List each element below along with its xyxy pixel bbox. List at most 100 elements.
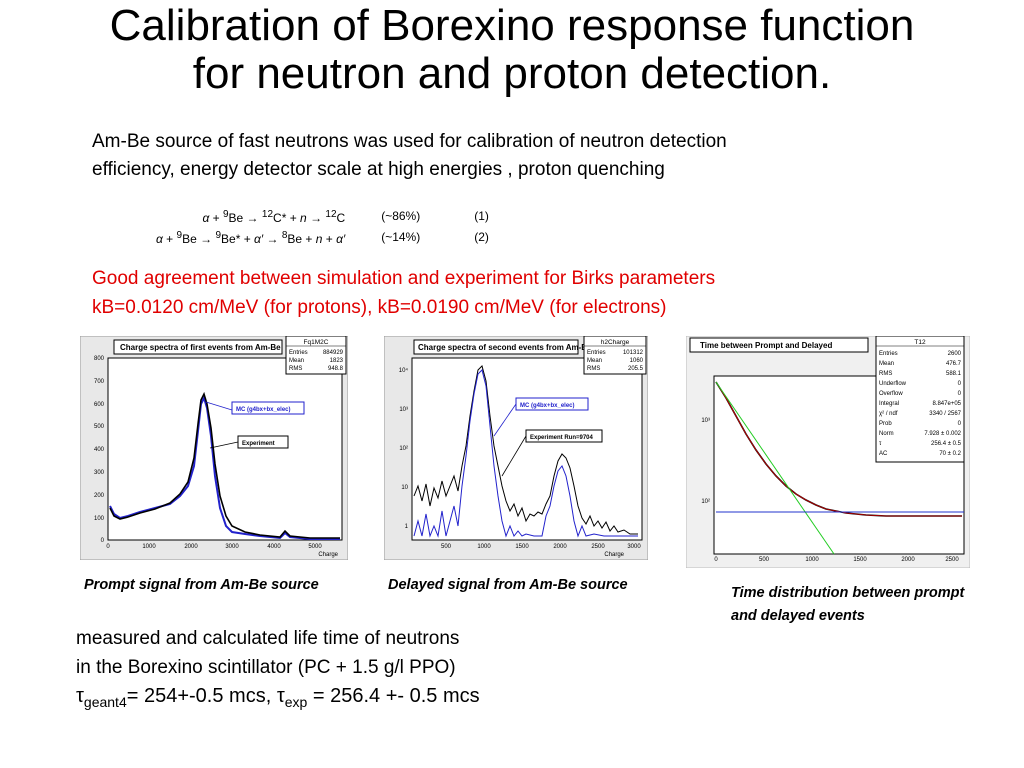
caption-prompt: Prompt signal from Am-Be source xyxy=(84,577,319,593)
x-tick-label: 500 xyxy=(759,557,770,563)
legend-experiment: Experiment xyxy=(237,435,289,449)
legend-mc-label: MC (g4bx+bx_elec) xyxy=(236,407,291,413)
y-axis-ticks: 0 100 200 300 400 500 600 700 800 xyxy=(94,356,105,544)
x-axis-label: Charge xyxy=(604,552,624,558)
x-tick-label: 2000 xyxy=(553,544,567,550)
stats-label: Underflow xyxy=(879,381,907,387)
y-tick-label: 700 xyxy=(94,379,105,385)
tau-exp-subscript: exp xyxy=(284,694,308,710)
plot-area xyxy=(411,357,643,541)
stats-value: 8.847e+05 xyxy=(932,401,961,407)
x-tick-label: 1500 xyxy=(853,557,867,563)
x-tick-label: 0 xyxy=(714,557,718,563)
stats-label: Entries xyxy=(879,351,898,357)
stats-label: Entries xyxy=(289,350,308,356)
stats-label: RMS xyxy=(587,366,600,372)
x-axis-label: Charge xyxy=(318,552,338,558)
reaction-equation-2: α + 9Be → 9Be* + α′ → 8Be + n + α′ xyxy=(156,230,346,246)
lifetime-line-1: measured and calculated life time of neu… xyxy=(76,628,460,649)
y-tick-label: 10³ xyxy=(701,418,710,424)
stats-value: 948.8 xyxy=(328,366,344,372)
plot-title-box xyxy=(113,339,283,355)
stats-label: Mean xyxy=(289,358,304,364)
stats-label: Norm xyxy=(879,431,894,437)
x-tick-label: 1000 xyxy=(142,544,156,550)
y-tick-label: 100 xyxy=(94,516,105,522)
stats-label: Entries xyxy=(587,350,606,356)
agreement-line-2: kB=0.0120 cm/MeV (for protons), kB=0.019… xyxy=(92,297,667,318)
legend-mc-label: MC (g4bx+bx_elec) xyxy=(520,403,575,409)
caption-line-2: and delayed events xyxy=(731,608,865,624)
stats-label: Mean xyxy=(587,358,602,364)
tau-geant4-subscript: geant4 xyxy=(83,694,127,710)
stats-value: 7.928 ± 0.002 xyxy=(924,431,961,437)
plot-title-box xyxy=(413,339,579,355)
stats-label: AC xyxy=(879,451,888,457)
exponential-component xyxy=(715,381,835,555)
stats-label: χ² / ndf xyxy=(879,411,898,417)
x-axis-ticks: 500 1000 1500 2000 2500 3000 xyxy=(441,544,641,550)
y-tick-label: 0 xyxy=(101,538,105,544)
x-tick-label: 3000 xyxy=(225,544,239,550)
x-tick-label: 5000 xyxy=(308,544,322,550)
legend-experiment-label: Experiment xyxy=(242,441,275,447)
plot-title-box xyxy=(689,337,869,353)
x-tick-label: 3000 xyxy=(627,544,641,550)
mc-curve xyxy=(413,369,638,538)
stats-name: T12 xyxy=(914,339,926,346)
stats-value: 0 xyxy=(958,421,962,427)
stats-label: Integral xyxy=(879,401,899,407)
plot-title: Time between Prompt and Delayed xyxy=(700,341,832,350)
caption-line-1: Time distribution between prompt xyxy=(731,585,965,601)
x-tick-label: 1000 xyxy=(477,544,491,550)
x-tick-label: 2000 xyxy=(184,544,198,550)
legend-experiment-label: Experiment Run=9704 xyxy=(530,435,594,441)
agreement-line-1: Good agreement between simulation and ex… xyxy=(92,268,716,289)
x-tick-label: 500 xyxy=(441,544,452,550)
x-tick-label: 4000 xyxy=(267,544,281,550)
stats-value: 0 xyxy=(958,391,962,397)
stats-label: τ xyxy=(879,441,882,447)
legend-mc: MC (g4bx+bx_elec) xyxy=(231,401,305,415)
reaction-number-2: (2) xyxy=(474,230,489,244)
legend-experiment: Experiment Run=9704 xyxy=(525,429,603,443)
y-axis-ticks: 1 10 10² 10³ 10⁴ xyxy=(399,367,409,530)
y-axis-ticks: 10² 10³ xyxy=(701,418,710,505)
tau-symbol: τ xyxy=(276,685,285,707)
intro-line-1: Am-Be source of fast neutrons was used f… xyxy=(92,131,727,152)
reaction-row-1: α + 9Be → 12C* + n → 12C (~86%) (1) xyxy=(150,206,495,227)
x-axis-ticks: 0 500 1000 1500 2000 2500 xyxy=(714,557,959,563)
caption-delayed: Delayed signal from Am-Be source xyxy=(388,577,628,593)
y-tick-label: 500 xyxy=(94,424,105,430)
stats-value: 101312 xyxy=(623,350,644,356)
y-tick-label: 10 xyxy=(401,485,408,491)
reaction-equation-1: α + 9Be → 12C* + n → 12C xyxy=(202,209,346,225)
stats-name: h2Charge xyxy=(601,339,630,346)
y-tick-label: 10³ xyxy=(399,407,408,413)
stats-box: h2Charge Entries 101312 Mean 1060 RMS 20… xyxy=(583,336,647,375)
stats-value: 588.1 xyxy=(946,371,962,377)
title-line-2: for neutron and proton detection. xyxy=(192,49,832,98)
reaction-fraction-2: (~14%) xyxy=(381,230,421,244)
stats-name: Fq1M2C xyxy=(304,339,329,346)
time-distribution-plot: Time between Prompt and Delayed 10² 10³ … xyxy=(686,336,970,568)
stats-value: 2600 xyxy=(948,351,962,357)
stats-value: 1060 xyxy=(630,358,644,364)
stats-value: 3340 / 2567 xyxy=(929,411,961,417)
reaction-equations: α + 9Be → 12C* + n → 12C (~86%) (1) α + … xyxy=(150,206,495,248)
y-tick-label: 10⁴ xyxy=(399,367,409,374)
stats-label: Overflow xyxy=(879,391,903,397)
stats-label: RMS xyxy=(289,366,302,372)
y-tick-label: 300 xyxy=(94,470,105,476)
mc-curve xyxy=(109,395,340,540)
lifetime-values: τgeant4= 254+-0.5 mcs, τexp = 256.4 +- 0… xyxy=(76,682,480,717)
slide-title: Calibration of Borexino response functio… xyxy=(0,2,1024,98)
intro-line-2: efficiency, energy detector scale at hig… xyxy=(92,159,665,180)
y-tick-label: 1 xyxy=(405,524,409,530)
experiment-curve xyxy=(413,365,638,535)
delayed-spectrum-plot: Charge spectra of second events from Am-… xyxy=(384,336,648,560)
stats-value: 256.4 ± 0.5 xyxy=(931,441,962,447)
stats-value: 0 xyxy=(958,381,962,387)
tau-symbol: τ xyxy=(76,685,84,707)
intro-text: Am-Be source of fast neutrons was used f… xyxy=(92,128,932,184)
